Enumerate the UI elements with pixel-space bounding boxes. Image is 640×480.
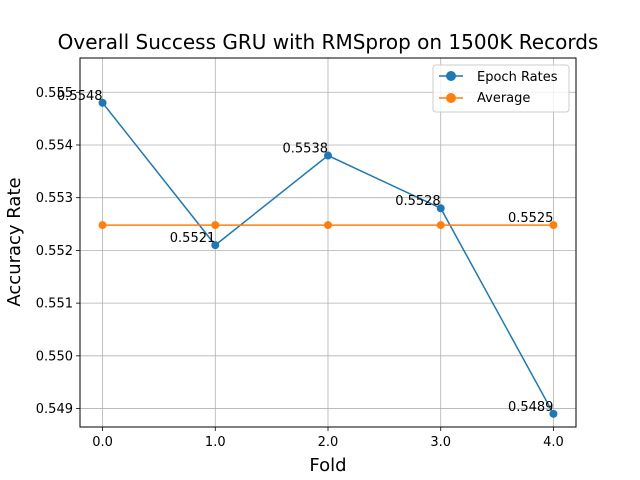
y-tick-label: 0.550 [36, 349, 73, 364]
data-point-epoch-rates [324, 151, 332, 160]
legend-marker-average [446, 93, 456, 103]
legend-label-epoch-rates: Epoch Rates [477, 70, 558, 85]
y-tick-label: 0.555 [36, 86, 73, 101]
y-tick-label: 0.552 [36, 244, 73, 259]
data-point-average [211, 221, 220, 230]
data-label: 0.5538 [283, 142, 329, 157]
x-tick-label: 1.0 [205, 435, 226, 450]
legend-box [432, 64, 570, 113]
data-point-average [549, 221, 558, 230]
data-label: 0.5525 [508, 211, 554, 226]
data-point-epoch-rates [98, 98, 107, 107]
y-tick-label: 0.553 [36, 191, 73, 206]
data-label: 0.5528 [395, 194, 441, 209]
data-point-epoch-rates [211, 241, 220, 250]
data-point-average [324, 221, 332, 230]
x-tick-label: 4.0 [543, 435, 564, 450]
data-point-epoch-rates [436, 204, 445, 213]
data-point-epoch-rates [549, 409, 558, 418]
x-axis-label: Fold [309, 455, 346, 476]
data-point-average [436, 221, 445, 230]
y-axis: 0.549 0.550 0.551 0.552 0.553 0.554 0.555 [36, 86, 80, 417]
series-layer [98, 98, 558, 418]
data-point-average [98, 221, 107, 230]
x-tick-label: 0.0 [92, 435, 113, 450]
y-tick-label: 0.551 [36, 297, 73, 312]
x-tick-label: 2.0 [318, 435, 339, 450]
legend: Epoch Rates Average [432, 64, 570, 113]
chart-title: Overall Success GRU with RMSprop on 1500… [58, 30, 599, 54]
y-tick-label: 0.554 [36, 138, 73, 153]
y-tick-label: 0.549 [36, 402, 73, 417]
data-label: 0.5489 [508, 400, 554, 415]
y-axis-label: Accuracy Rate [4, 177, 25, 306]
legend-label-average: Average [477, 91, 530, 106]
legend-marker-epoch-rates [446, 71, 456, 81]
data-label: 0.5521 [170, 231, 216, 246]
x-tick-label: 3.0 [430, 435, 451, 450]
x-axis: 0.0 1.0 2.0 3.0 4.0 [92, 427, 564, 450]
